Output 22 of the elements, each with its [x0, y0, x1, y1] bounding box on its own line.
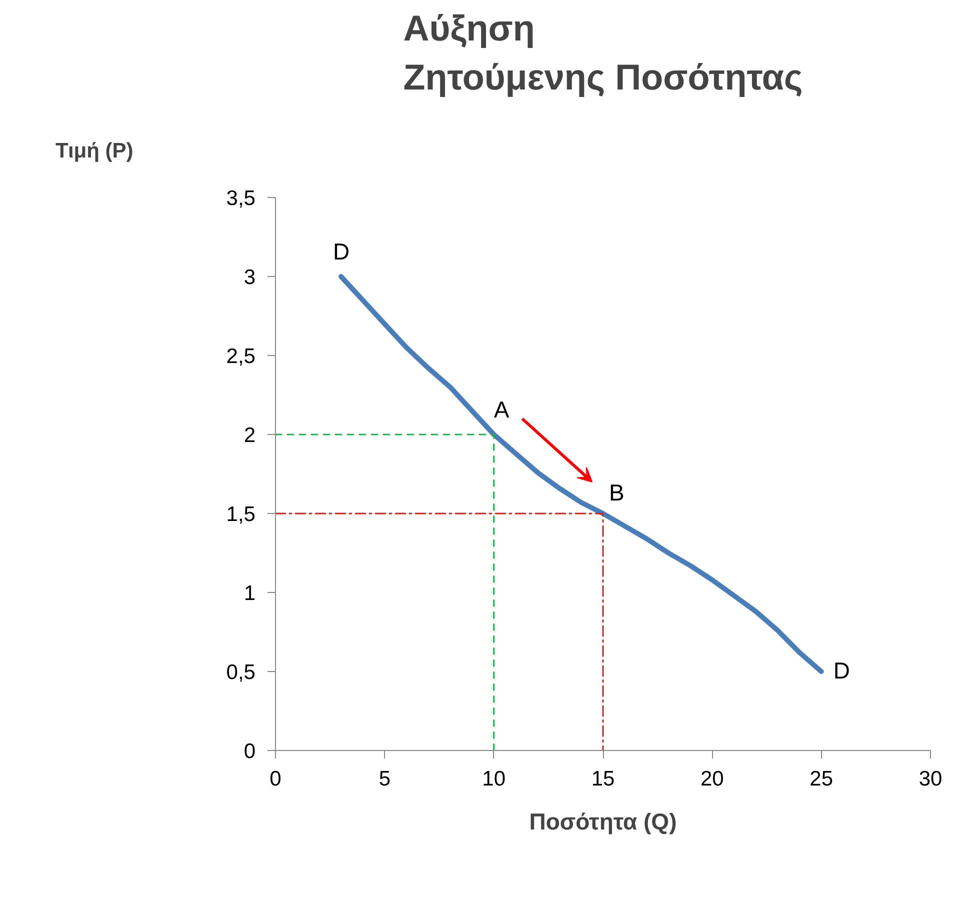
- x-tick-label: 15: [591, 768, 615, 790]
- x-tick-label: 5: [378, 768, 391, 790]
- annotation: D: [833, 658, 850, 684]
- x-tick-label: 10: [482, 768, 506, 790]
- x-tick-label: 20: [700, 768, 724, 790]
- y-axis-title: Τιμή (P): [56, 140, 134, 162]
- annotation: D: [333, 238, 350, 264]
- x-tick-label: 0: [270, 768, 282, 790]
- x-tick-label: 30: [918, 768, 942, 790]
- y-tick-label: 1: [244, 582, 256, 605]
- annotation: A: [494, 396, 510, 422]
- y-tick-label: 2,5: [226, 345, 256, 368]
- y-tick-label: 0: [244, 740, 256, 763]
- y-tick-label: 1,5: [226, 503, 256, 526]
- annotation: B: [609, 480, 624, 506]
- x-axis-title: Ποσότητα (Q): [529, 808, 677, 834]
- x-tick-label: 25: [810, 768, 834, 790]
- chart-title: Αύξηση Ζητούμενης Ποσότητας: [403, 7, 803, 98]
- y-tick-label: 2: [244, 424, 256, 447]
- y-tick-label: 3: [244, 266, 256, 289]
- y-tick-label: 0,5: [226, 661, 256, 684]
- y-tick-label: 3,5: [226, 187, 256, 210]
